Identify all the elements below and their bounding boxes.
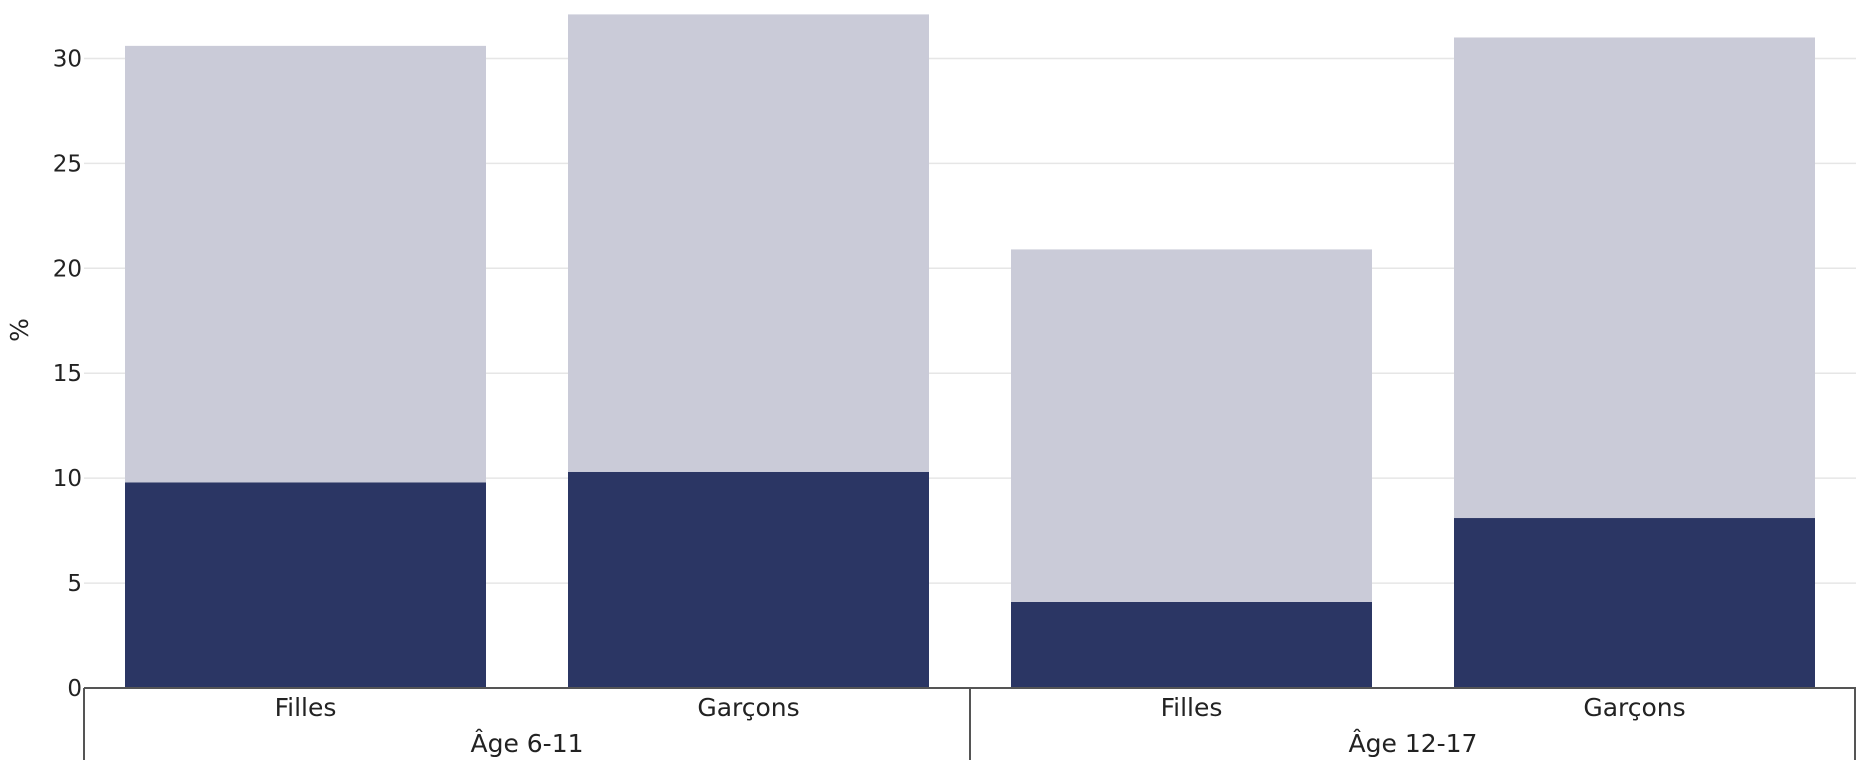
x-category-label: Filles <box>275 693 337 722</box>
y-axis-label: % <box>5 318 34 342</box>
x-group-label: Âge 12-17 <box>1349 729 1478 758</box>
y-tick-label: 5 <box>67 571 82 597</box>
bar-segment-2-gar-ons <box>1454 37 1815 519</box>
bar-segment-2-filles <box>125 45 486 483</box>
bar-segment-1-filles <box>125 482 486 688</box>
bar-segment-2-filles <box>1011 249 1372 602</box>
bar-segment-1-gar-ons <box>1454 518 1815 688</box>
x-group-label: Âge 6-11 <box>470 729 583 758</box>
bar-segment-1-filles <box>1011 601 1372 688</box>
y-tick-label: 20 <box>53 256 82 282</box>
bars <box>125 14 1815 688</box>
y-tick-label: 30 <box>53 46 82 72</box>
bar-segment-1-gar-ons <box>568 471 929 688</box>
x-category-labels: Filles Garçons Filles Garçons Âge 6-11 Âge 12… <box>275 693 1686 758</box>
bar-segment-2-gar-ons <box>568 14 929 472</box>
x-category-label: Garçons <box>697 693 799 722</box>
x-category-label: Garçons <box>1583 693 1685 722</box>
x-category-label: Filles <box>1161 693 1223 722</box>
y-tick-label: 0 <box>67 676 82 702</box>
y-tick-labels: 0 5 10 15 20 25 30 <box>53 46 82 702</box>
y-tick-label: 10 <box>53 466 82 492</box>
y-tick-label: 15 <box>53 361 82 387</box>
axes <box>83 687 1856 760</box>
y-tick-label: 25 <box>53 151 82 177</box>
